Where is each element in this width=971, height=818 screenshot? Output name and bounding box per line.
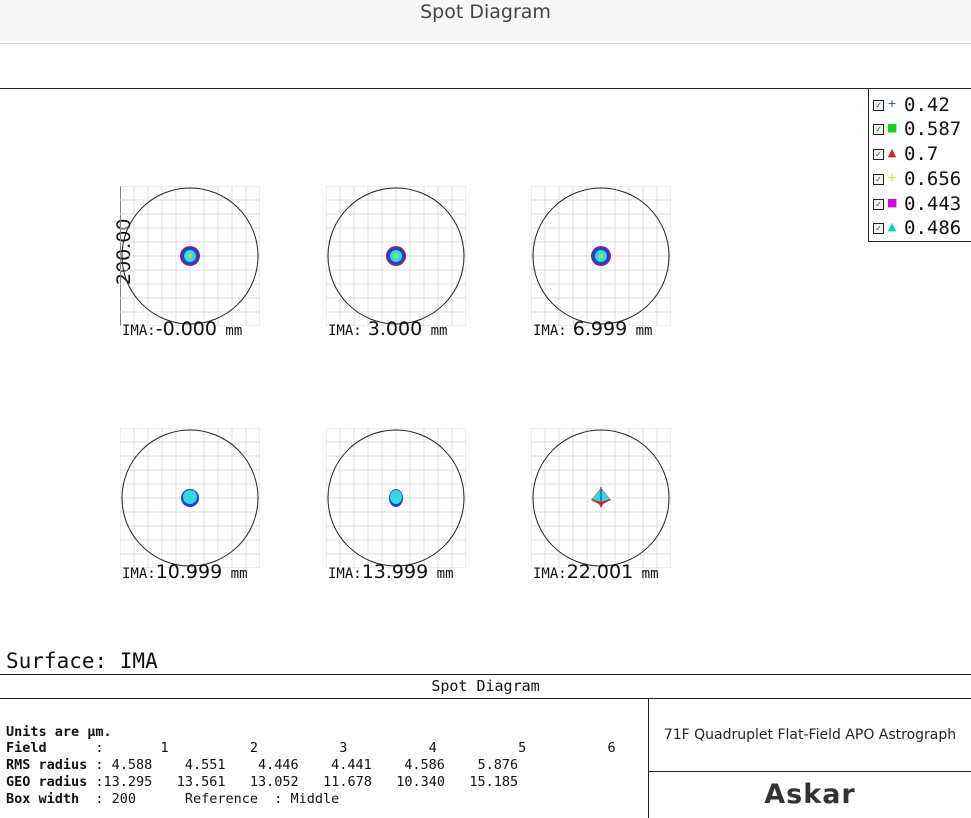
spot-field-label: IMA:-0.000 mm <box>122 318 243 340</box>
grid <box>119 427 261 569</box>
airy-disk-circle <box>327 187 465 325</box>
airy-disk-circle <box>532 187 670 325</box>
checkbox-icon[interactable]: ✓ <box>873 174 884 185</box>
info-header: Spot Diagram <box>0 675 971 699</box>
spot-core <box>390 490 402 504</box>
legend-value: 0.486 <box>904 217 962 239</box>
geo-row: GEO radius :13.295 13.561 13.052 11.678 … <box>6 774 519 790</box>
checkbox-icon[interactable]: ✓ <box>873 124 884 135</box>
units-line: Units are µm. <box>6 724 112 740</box>
spot-plot <box>325 427 467 572</box>
legend-value: 0.443 <box>904 193 962 215</box>
marker-icon: ▲ <box>887 146 897 159</box>
checkbox-icon[interactable]: ✓ <box>873 149 884 160</box>
spot-field-label: IMA:13.999 mm <box>328 561 454 583</box>
title-bar: Spot Diagram <box>0 0 971 44</box>
legend-value: 0.587 <box>904 118 962 140</box>
spot-plot <box>119 427 261 572</box>
legend-item[interactable]: ✓ ■ 0.443 <box>873 192 969 216</box>
spot-plot-graphic <box>325 185 467 327</box>
spot-plot <box>119 185 261 330</box>
marker-icon: ■ <box>887 121 898 134</box>
box-width-row: Box width : 200 Reference : Middle <box>6 791 340 807</box>
surface-label: Surface: IMA <box>6 649 158 673</box>
field-row: Field : 1 2 3 4 5 6 <box>6 740 616 756</box>
toolbar-area <box>0 44 971 88</box>
grid <box>530 427 672 569</box>
legend-item[interactable]: ✓ + 0.656 <box>873 167 969 191</box>
legend-item[interactable]: ✓ ▲ 0.486 <box>873 216 969 240</box>
checkbox-icon[interactable]: ✓ <box>873 100 884 111</box>
spot-plot-graphic <box>119 185 261 327</box>
window-title: Spot Diagram <box>420 1 551 23</box>
spot-core <box>183 490 197 504</box>
legend-item[interactable]: ✓ ■ 0.587 <box>873 117 969 141</box>
airy-disk-circle <box>532 429 670 567</box>
info-divider <box>648 699 649 818</box>
spot-field-label: IMA:10.999 mm <box>122 561 248 583</box>
product-name: 71F Quadruplet Flat-Field APO Astrograph <box>663 727 957 743</box>
info-right-divider <box>649 771 971 772</box>
marker-icon: + <box>887 97 897 110</box>
brand-logo: Askar <box>764 779 856 810</box>
legend-item[interactable]: ✓ + 0.42 <box>873 93 969 117</box>
spot-plot-graphic <box>530 427 672 569</box>
airy-disk-circle <box>121 187 259 325</box>
spot-plot <box>530 185 672 330</box>
spot-plot <box>530 427 672 572</box>
airy-disk-circle <box>121 429 259 567</box>
legend-value: 0.42 <box>904 94 950 116</box>
info-panel: Spot Diagram Units are µm. Field : 1 2 3… <box>0 674 971 818</box>
spot-field-label: IMA: 3.000 mm <box>328 318 448 340</box>
spot-plot <box>325 185 467 330</box>
marker-icon: ▲ <box>887 220 897 233</box>
spot-center <box>393 253 399 259</box>
checkbox-icon[interactable]: ✓ <box>873 223 884 234</box>
legend-value: 0.656 <box>904 168 962 190</box>
marker-icon: + <box>887 171 897 184</box>
wavelength-legend: ✓ + 0.42 ✓ ■ 0.587 ✓ ▲ 0.7 ✓ + 0.656 ✓ ■… <box>868 89 971 242</box>
airy-disk-circle <box>327 429 465 567</box>
spot-field-label: IMA: 6.999 mm <box>533 318 653 340</box>
spot-plot-graphic <box>325 427 467 569</box>
spot-plot-graphic <box>530 185 672 327</box>
checkbox-icon[interactable]: ✓ <box>873 199 884 210</box>
spot-plot-graphic <box>119 427 261 569</box>
rms-row: RMS radius : 4.588 4.551 4.446 4.441 4.5… <box>6 757 519 773</box>
spot-field-label: IMA:22.001 mm <box>533 561 659 583</box>
legend-item[interactable]: ✓ ▲ 0.7 <box>873 142 969 166</box>
marker-icon: ■ <box>887 196 898 209</box>
spot-center <box>598 253 604 259</box>
plot-top-border <box>0 88 971 89</box>
grid <box>530 185 672 327</box>
legend-value: 0.7 <box>904 143 939 165</box>
spot-center <box>187 253 193 259</box>
